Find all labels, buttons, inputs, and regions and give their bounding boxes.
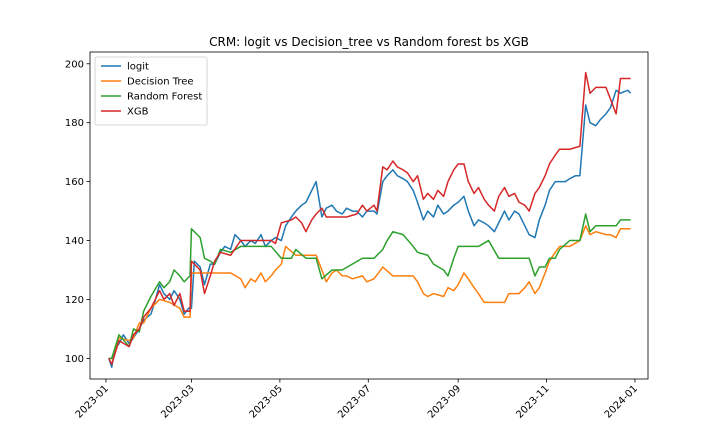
x-tick-label: 2023-09 xyxy=(426,383,463,420)
series-line-2 xyxy=(108,213,631,360)
series-line-0 xyxy=(108,89,632,368)
x-tick-label: 2023-03 xyxy=(159,383,196,420)
x-tick-label: 2023-07 xyxy=(336,383,373,420)
legend-label-2: Random Forest xyxy=(127,92,202,103)
legend: logit Decision Tree Random Forest XGB xyxy=(94,56,208,126)
x-tick-label: 2024-01 xyxy=(603,383,640,420)
plot-lines xyxy=(108,71,632,368)
y-tick-label: 180 xyxy=(65,118,84,129)
plot-frame xyxy=(89,51,649,380)
chart-title: CRM: logit vs Decision_tree vs Random fo… xyxy=(209,35,529,49)
x-axis: 2023-01 2023-03 2023-05 2023-07 2023-09 2023-… xyxy=(74,379,640,421)
series-line-1 xyxy=(108,225,631,360)
y-tick-label: 120 xyxy=(65,295,84,306)
y-axis: 100 120 140 160 180 200 xyxy=(65,59,90,365)
x-tick-label: 2023-05 xyxy=(248,383,285,420)
y-tick-label: 160 xyxy=(65,177,84,188)
legend-box xyxy=(94,56,208,126)
y-tick-label: 200 xyxy=(65,59,84,70)
x-tick-label: 2023-01 xyxy=(74,383,111,420)
legend-label-1: Decision Tree xyxy=(127,77,194,88)
legend-label-0: logit xyxy=(127,62,149,73)
y-tick-label: 140 xyxy=(65,236,84,247)
x-tick-label: 2023-11 xyxy=(514,383,551,420)
legend-label-3: XGB xyxy=(127,107,149,118)
y-tick-label: 100 xyxy=(65,354,84,365)
series-line-3 xyxy=(108,71,631,366)
